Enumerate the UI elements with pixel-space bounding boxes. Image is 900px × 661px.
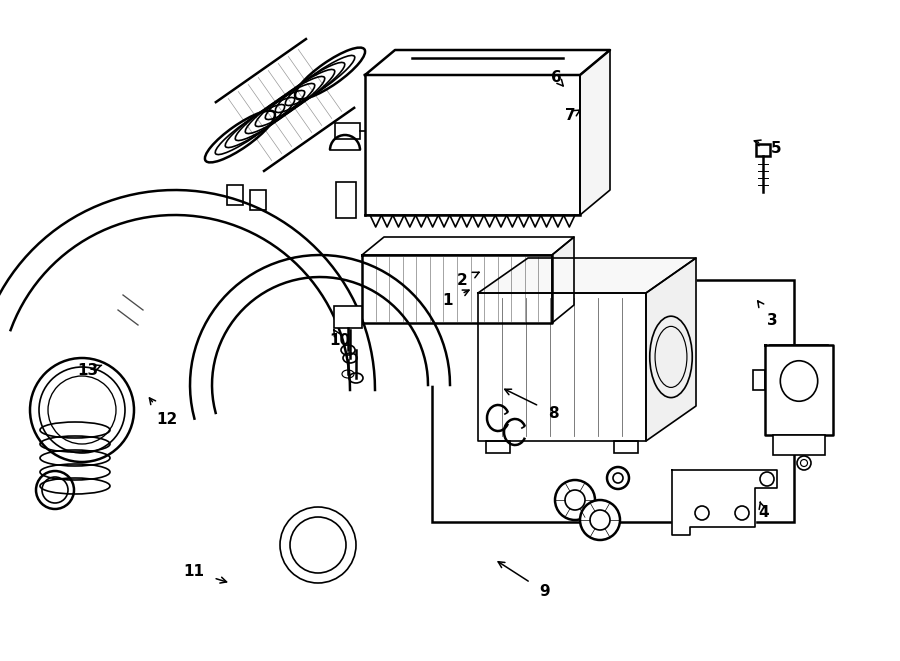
Polygon shape bbox=[0, 190, 375, 390]
Text: 4: 4 bbox=[758, 502, 769, 520]
Polygon shape bbox=[765, 345, 833, 435]
Text: 1: 1 bbox=[442, 290, 469, 308]
Bar bbox=[334, 306, 362, 328]
Text: 6: 6 bbox=[551, 71, 563, 86]
Text: 9: 9 bbox=[498, 562, 550, 599]
Text: 3: 3 bbox=[758, 301, 778, 328]
Polygon shape bbox=[646, 258, 696, 441]
Bar bbox=[250, 190, 266, 210]
Polygon shape bbox=[478, 293, 646, 441]
Bar bbox=[756, 144, 770, 156]
Polygon shape bbox=[365, 50, 610, 75]
Text: 8: 8 bbox=[505, 389, 559, 420]
Text: 11: 11 bbox=[183, 564, 227, 583]
Text: 12: 12 bbox=[149, 398, 177, 427]
Bar bbox=[432, 280, 794, 522]
Polygon shape bbox=[365, 75, 580, 215]
Polygon shape bbox=[190, 255, 450, 418]
Text: 2: 2 bbox=[456, 272, 479, 288]
Text: 5: 5 bbox=[754, 140, 781, 156]
Polygon shape bbox=[478, 258, 696, 293]
Text: 13: 13 bbox=[77, 363, 102, 377]
Bar bbox=[773, 435, 825, 455]
Text: 10: 10 bbox=[329, 330, 351, 348]
Polygon shape bbox=[362, 255, 552, 323]
Polygon shape bbox=[552, 237, 574, 323]
Polygon shape bbox=[672, 470, 777, 535]
Ellipse shape bbox=[580, 500, 620, 540]
Polygon shape bbox=[362, 237, 574, 255]
Polygon shape bbox=[580, 50, 610, 215]
Text: 7: 7 bbox=[565, 108, 580, 123]
Bar bbox=[227, 185, 243, 205]
Ellipse shape bbox=[555, 480, 595, 520]
